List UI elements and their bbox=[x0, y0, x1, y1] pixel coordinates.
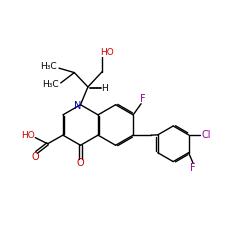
Text: H₃C: H₃C bbox=[42, 80, 59, 90]
Text: F: F bbox=[140, 94, 145, 104]
Text: HO: HO bbox=[100, 48, 114, 57]
Text: O: O bbox=[32, 152, 39, 162]
Text: O: O bbox=[77, 158, 84, 168]
Text: N: N bbox=[74, 101, 81, 111]
Text: H₃C: H₃C bbox=[40, 62, 57, 71]
Text: Cl: Cl bbox=[202, 130, 211, 140]
Text: F: F bbox=[190, 163, 196, 173]
Text: H: H bbox=[101, 84, 108, 93]
Text: HO: HO bbox=[22, 131, 35, 140]
